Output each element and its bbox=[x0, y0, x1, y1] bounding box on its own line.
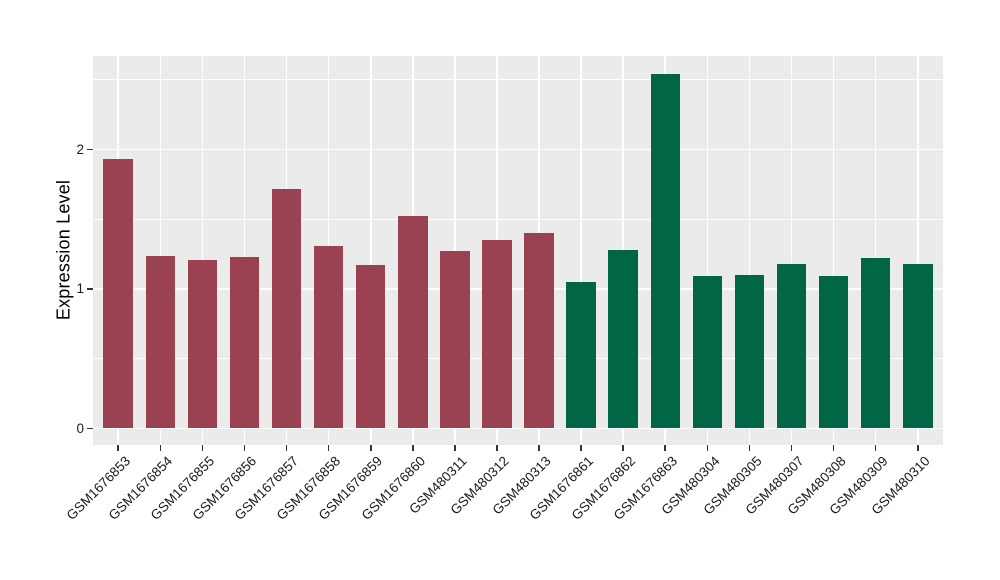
y-tick-label: 2 bbox=[76, 141, 84, 157]
minor-gridline bbox=[93, 79, 943, 81]
major-gridline bbox=[93, 288, 943, 290]
bar bbox=[734, 275, 765, 429]
x-tick-mark bbox=[117, 445, 120, 451]
bar bbox=[650, 74, 681, 429]
category-gridline bbox=[159, 56, 162, 445]
bar bbox=[566, 282, 596, 429]
x-tick-mark bbox=[664, 445, 667, 451]
x-tick-mark bbox=[454, 445, 456, 451]
bar bbox=[187, 259, 218, 429]
bar bbox=[229, 256, 260, 429]
bar bbox=[776, 263, 807, 429]
bar bbox=[608, 249, 638, 429]
x-tick-mark bbox=[496, 445, 498, 451]
bar bbox=[482, 240, 512, 429]
category-gridline bbox=[832, 56, 835, 445]
bar bbox=[313, 245, 344, 429]
category-gridline bbox=[243, 56, 246, 445]
major-gridline bbox=[93, 427, 943, 430]
x-tick-mark bbox=[369, 445, 372, 451]
x-tick-mark bbox=[874, 445, 877, 451]
x-tick-mark bbox=[159, 445, 162, 451]
bar bbox=[271, 188, 302, 429]
x-tick-mark bbox=[748, 445, 751, 451]
bar bbox=[860, 258, 891, 429]
x-tick-mark bbox=[580, 445, 582, 451]
bar bbox=[692, 276, 723, 429]
y-tick-mark bbox=[87, 148, 93, 151]
bar bbox=[818, 276, 849, 429]
x-tick-mark bbox=[706, 445, 709, 451]
x-tick-mark bbox=[790, 445, 793, 451]
x-tick-mark bbox=[832, 445, 835, 451]
category-gridline bbox=[916, 56, 919, 445]
y-tick-mark bbox=[87, 288, 93, 290]
x-tick-mark bbox=[622, 445, 624, 451]
y-axis-title: Expression Level bbox=[53, 179, 74, 321]
y-tick-mark bbox=[87, 427, 93, 430]
minor-gridline bbox=[93, 218, 943, 220]
bar bbox=[903, 263, 933, 429]
category-gridline bbox=[790, 56, 793, 445]
category-gridline bbox=[874, 56, 877, 445]
bar bbox=[440, 251, 470, 429]
category-gridline bbox=[706, 56, 709, 445]
bar bbox=[103, 159, 133, 429]
y-tick-label: 1 bbox=[76, 281, 84, 296]
bar bbox=[524, 233, 554, 429]
x-tick-mark bbox=[285, 445, 288, 451]
x-tick-mark bbox=[412, 445, 414, 451]
minor-gridline bbox=[93, 358, 943, 360]
category-gridline bbox=[454, 56, 456, 445]
category-gridline bbox=[369, 56, 372, 445]
major-gridline bbox=[93, 148, 943, 151]
bar bbox=[355, 265, 386, 429]
plot-area bbox=[93, 56, 943, 445]
x-tick-mark bbox=[538, 445, 540, 451]
x-tick-mark bbox=[916, 445, 919, 451]
category-gridline bbox=[580, 56, 582, 445]
category-gridline bbox=[748, 56, 751, 445]
bar bbox=[145, 255, 176, 429]
x-tick-mark bbox=[243, 445, 246, 451]
x-tick-mark bbox=[327, 445, 330, 451]
bar bbox=[398, 216, 428, 429]
category-gridline bbox=[201, 56, 204, 445]
y-tick-label: 0 bbox=[76, 420, 84, 436]
x-tick-mark bbox=[201, 445, 204, 451]
